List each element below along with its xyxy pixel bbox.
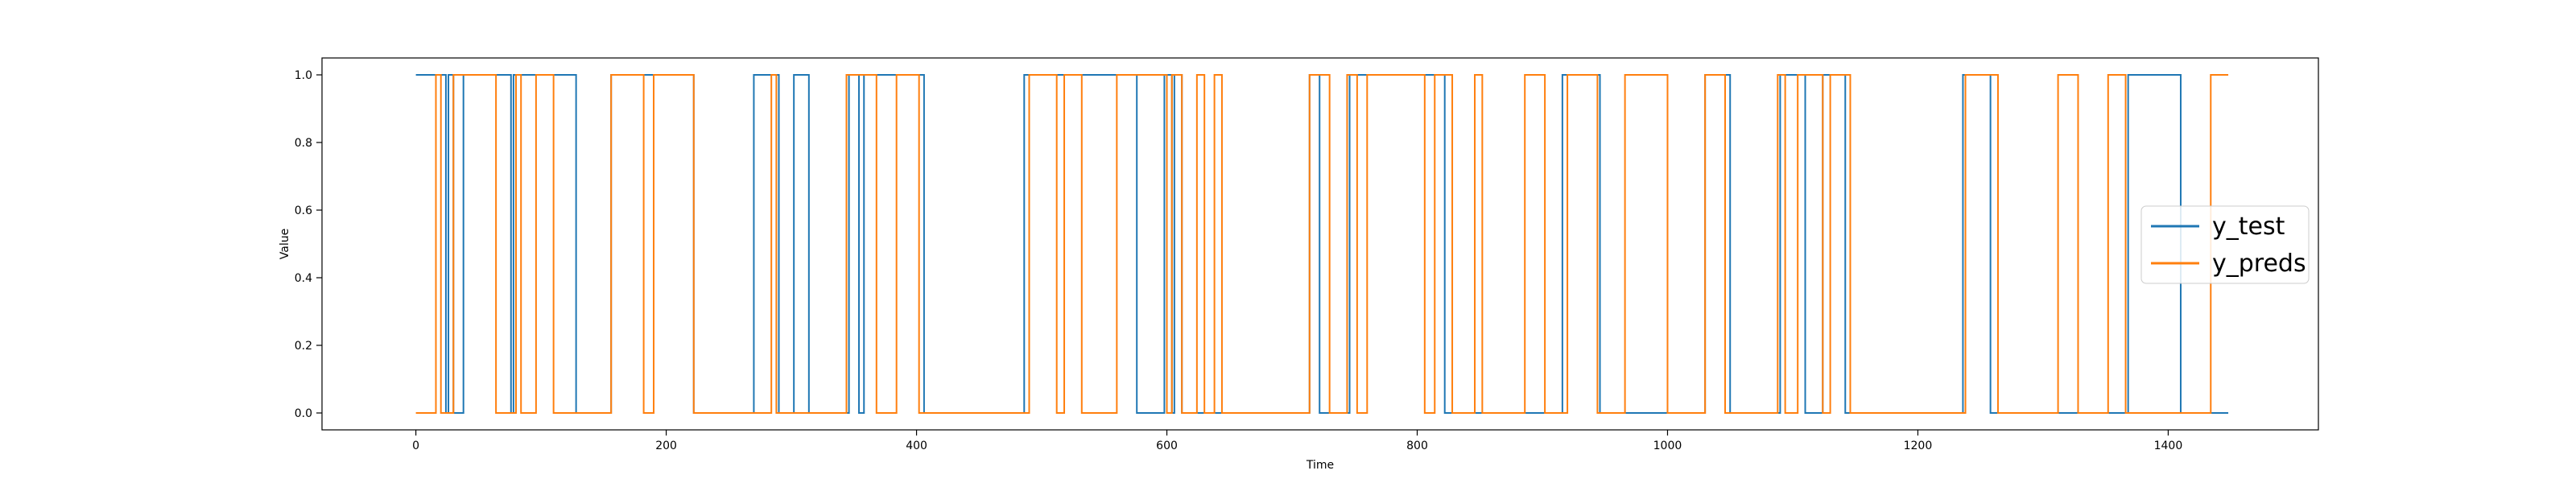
x-tick-label: 600 (1156, 440, 1178, 452)
x-tick-label: 0 (412, 440, 419, 452)
y-axis-label: Value (279, 229, 291, 259)
y-tick-label: 0.0 (295, 407, 312, 420)
legend-label-y-preds: y_preds (2212, 250, 2306, 278)
y-tick-label: 0.4 (295, 272, 312, 285)
y-tick-label: 0.2 (295, 340, 312, 353)
x-tick-label: 1400 (2154, 440, 2183, 452)
x-axis: 0 200 400 600 800 1000 1200 1400 (412, 430, 2182, 452)
x-tick-label: 800 (1406, 440, 1428, 452)
series-layer (415, 74, 2229, 414)
x-tick-label: 1000 (1653, 440, 1682, 452)
x-tick-label: 1200 (1904, 440, 1933, 452)
plot-frame (321, 57, 2319, 431)
y-tick-label: 1.0 (295, 69, 312, 82)
series-line-y-test (415, 74, 2229, 414)
y-tick-label: 0.8 (295, 137, 312, 150)
legend: y_test y_preds (2140, 205, 2310, 284)
x-tick-label: 400 (906, 440, 927, 452)
series-line-y-preds (415, 74, 2229, 414)
x-tick-label: 200 (655, 440, 677, 452)
y-axis: 0.0 0.2 0.4 0.6 0.8 1.0 (295, 69, 322, 420)
y-tick-label: 0.6 (295, 204, 312, 217)
x-axis-label: Time (1306, 459, 1334, 472)
legend-label-y-test: y_test (2212, 213, 2285, 241)
